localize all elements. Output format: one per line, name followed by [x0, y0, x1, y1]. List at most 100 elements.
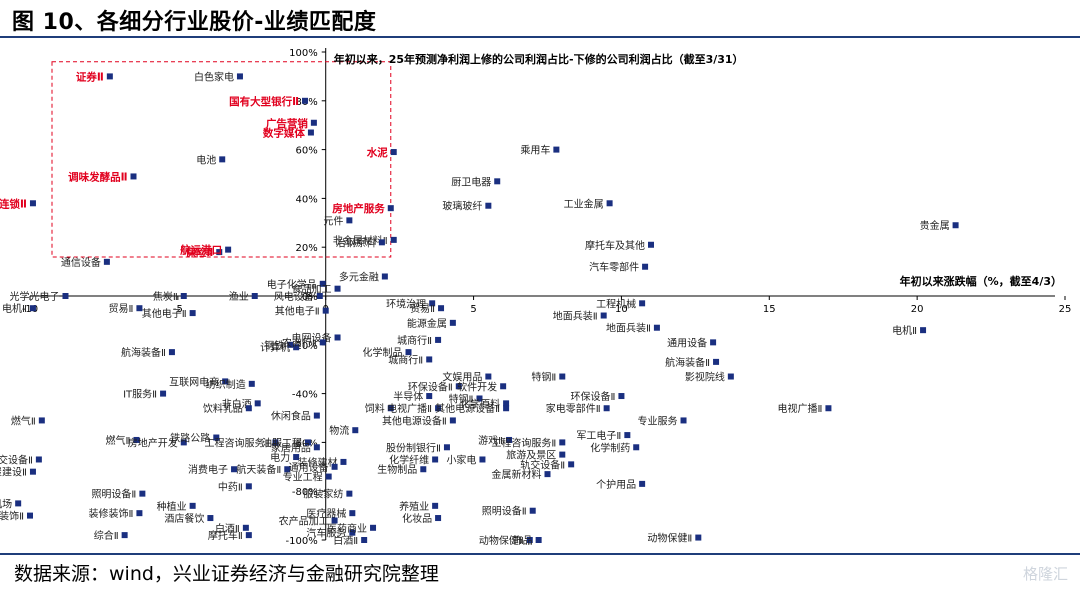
- data-point: [390, 236, 397, 243]
- y-tick-label: 20%: [295, 243, 317, 254]
- data-point-label: 燃气Ⅱ: [106, 434, 131, 447]
- data-point-label: 房地产开发: [128, 436, 178, 449]
- data-point-label: 元件: [323, 215, 343, 227]
- x-tick-label: -5: [173, 304, 183, 315]
- data-point: [952, 222, 959, 229]
- data-point: [38, 417, 45, 424]
- data-point: [544, 471, 551, 478]
- data-point: [334, 334, 341, 341]
- data-point: [340, 458, 347, 465]
- data-point: [653, 324, 660, 331]
- data-point: [287, 341, 294, 348]
- data-point: [553, 146, 560, 153]
- x-tick-label: 10: [615, 304, 628, 315]
- data-point: [420, 466, 427, 473]
- data-point-label: 电机Ⅱ: [892, 324, 917, 337]
- data-point: [284, 466, 291, 473]
- data-point-label: 影视院线: [685, 371, 725, 384]
- data-point-label: 调味发酵品Ⅱ: [68, 170, 127, 183]
- data-point-label: 特钢Ⅱ: [531, 371, 556, 384]
- data-point: [189, 310, 196, 317]
- data-point-label: 纺织制造: [206, 378, 246, 391]
- data-point: [349, 510, 356, 517]
- data-point-label: 汽车零部件: [589, 261, 639, 274]
- data-point: [479, 456, 486, 463]
- data-point-label: 小家电: [446, 453, 476, 466]
- data-point-label: 乘用车: [520, 144, 550, 157]
- data-point: [319, 339, 326, 346]
- data-point: [405, 349, 412, 356]
- data-point-label: 冶钢原料: [336, 236, 376, 249]
- data-point: [387, 405, 394, 412]
- source-note: 数据来源：wind，兴业证券经济与金融研究院整理: [14, 563, 439, 585]
- scatter-chart: -10-50510152025100%80%60%40%20%0%-20%-40…: [0, 48, 1072, 547]
- data-point: [639, 300, 646, 307]
- data-point: [133, 436, 140, 443]
- data-point-label: 多元金融: [339, 270, 379, 283]
- y-tick-label: -80%: [292, 487, 318, 498]
- data-point-label: 软件开发: [457, 380, 497, 393]
- y-tick-label: 40%: [295, 194, 317, 205]
- x-axis-title: 年初以来涨跌幅（%，截至4/3）: [900, 274, 1062, 288]
- data-point-label: 白酒Ⅱ: [215, 522, 240, 535]
- data-point-label: 文娱用品: [442, 371, 482, 384]
- data-point-label: 综合Ⅱ: [94, 529, 119, 542]
- data-point-label: 城商行Ⅱ: [397, 334, 432, 347]
- data-point-label: 装修建材: [297, 456, 337, 469]
- data-point: [319, 280, 326, 287]
- data-point: [302, 97, 309, 104]
- data-point: [62, 293, 69, 299]
- data-point-label: 贸易Ⅱ: [108, 303, 133, 315]
- data-point: [35, 456, 42, 463]
- x-tick-label: 25: [1059, 304, 1072, 315]
- data-point: [710, 339, 717, 346]
- data-point-label: 工程机械: [596, 297, 636, 310]
- data-point-label: 焦炭Ⅱ: [153, 290, 178, 303]
- data-point-label: 工业金属: [564, 197, 604, 210]
- highlight-box: [51, 61, 392, 258]
- data-point-label: 工程咨询服务Ⅱ: [491, 436, 556, 449]
- data-point: [139, 490, 146, 497]
- data-point: [680, 417, 687, 424]
- data-point-label: 电机Ⅱ: [2, 302, 27, 315]
- data-point-label: 生物制品: [377, 463, 417, 476]
- data-point-label: 装修装饰Ⅱ: [88, 507, 133, 520]
- data-point-label: 地面兵装Ⅱ: [553, 310, 598, 323]
- data-point: [136, 510, 143, 517]
- data-point: [121, 532, 128, 539]
- data-point-label: 食品加工: [292, 283, 332, 296]
- data-point-label: 铁路公路: [170, 432, 210, 445]
- data-point: [559, 451, 566, 458]
- data-point-label: 服装家纺: [303, 488, 343, 501]
- data-point: [506, 436, 513, 443]
- data-point-label: 特钢Ⅱ: [449, 392, 474, 405]
- data-point: [245, 532, 252, 539]
- data-point: [600, 312, 607, 319]
- data-point: [387, 205, 394, 212]
- y-tick-label: 100%: [289, 48, 318, 59]
- data-point: [248, 380, 255, 387]
- x-tick-label: 5: [470, 304, 476, 315]
- data-point: [443, 444, 450, 451]
- y-tick-label: -20%: [292, 341, 318, 352]
- data-point-label: 厨卫电器: [451, 175, 491, 188]
- data-point-label: 房屋建设Ⅱ: [0, 466, 27, 479]
- data-point: [334, 285, 341, 292]
- data-point: [568, 461, 575, 468]
- data-point-label: 工程咨询服务Ⅱ: [205, 436, 270, 449]
- data-point-label: 互联网电商: [169, 375, 219, 388]
- data-point-label: 城商行Ⅱ: [388, 353, 423, 366]
- data-point: [529, 507, 536, 514]
- data-point: [432, 502, 439, 509]
- data-point: [378, 239, 385, 246]
- data-point-label: 动物保健Ⅱ: [479, 534, 524, 547]
- data-point-label: 消费电子: [188, 463, 228, 476]
- data-point-label: 地面兵装Ⅱ: [606, 322, 651, 335]
- data-point-label: 医药商业: [327, 522, 367, 535]
- data-point: [346, 490, 353, 497]
- data-point: [245, 483, 252, 490]
- data-point-label: 照明设备Ⅱ: [482, 505, 527, 518]
- data-point-label: 休闲食品: [271, 410, 311, 423]
- data-point: [15, 500, 22, 507]
